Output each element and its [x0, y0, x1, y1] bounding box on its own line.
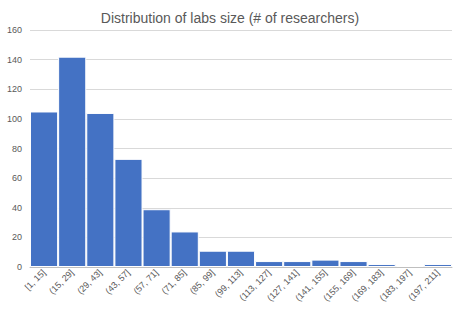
svg-text:(85, 99]: (85, 99]	[187, 267, 217, 297]
svg-text:140: 140	[7, 55, 22, 65]
svg-text:(29, 43]: (29, 43]	[75, 267, 104, 296]
svg-text:(15, 29]: (15, 29]	[47, 267, 76, 296]
svg-text:(71, 85]: (71, 85]	[160, 267, 189, 296]
svg-text:(57, 71]: (57, 71]	[132, 267, 161, 296]
svg-text:Distribution of labs size (# o: Distribution of labs size (# of research…	[101, 10, 359, 26]
svg-text:(197, 211]: (197, 211]	[406, 267, 441, 302]
svg-text:(141, 155]: (141, 155]	[293, 267, 329, 304]
svg-text:(183, 197]: (183, 197]	[377, 267, 414, 304]
svg-text:(43, 57]: (43, 57]	[103, 267, 132, 296]
svg-text:160: 160	[7, 25, 22, 35]
svg-text:(155, 169]: (155, 169]	[321, 267, 358, 304]
svg-text:40: 40	[12, 203, 22, 213]
svg-text:(113, 127]: (113, 127]	[237, 267, 273, 303]
svg-text:(99, 113]: (99, 113]	[212, 267, 245, 300]
svg-text:60: 60	[12, 173, 22, 183]
svg-text:0: 0	[17, 262, 22, 272]
svg-text:100: 100	[7, 114, 22, 124]
svg-text:[1, 15]: [1, 15]	[23, 267, 48, 292]
svg-text:80: 80	[12, 144, 22, 154]
svg-text:(127, 141]: (127, 141]	[265, 267, 301, 304]
svg-text:20: 20	[12, 232, 22, 242]
svg-text:(169, 183]: (169, 183]	[349, 267, 386, 304]
svg-text:120: 120	[7, 84, 22, 94]
